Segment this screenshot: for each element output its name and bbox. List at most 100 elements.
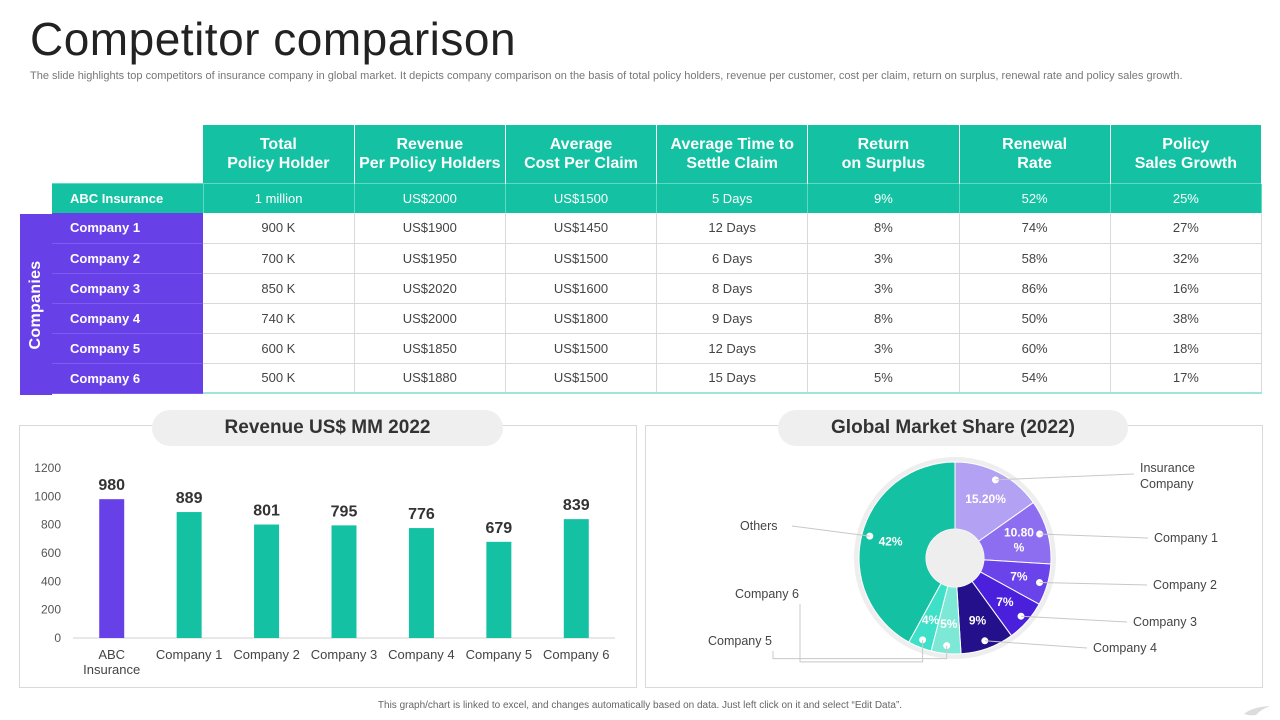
table-cell: 74% xyxy=(959,213,1111,244)
header-line: Rate xyxy=(1017,154,1052,172)
table-cell: US$1500 xyxy=(505,243,658,274)
table-cell: 600 K xyxy=(203,333,355,364)
table-cell: 52% xyxy=(959,182,1111,213)
bar xyxy=(331,525,357,638)
y-tick-label: 800 xyxy=(41,518,61,532)
header-revenue-per-policy-holders: Revenue Per Policy Holders xyxy=(354,125,506,183)
x-tick-label: Company 4 xyxy=(388,647,454,662)
table-cell: US$2020 xyxy=(354,273,506,304)
y-tick-label: 0 xyxy=(54,631,61,645)
header-line: Average xyxy=(549,135,613,153)
row-name: Company 4 xyxy=(52,303,203,334)
leader-line xyxy=(1020,615,1128,623)
bar xyxy=(99,499,125,638)
slice-category-label: Company 5 xyxy=(708,634,772,648)
table-cell: 5 Days xyxy=(656,182,809,213)
slice-percent-label: % xyxy=(1014,540,1025,554)
bar-value-label: 801 xyxy=(253,503,280,520)
table-cell: 86% xyxy=(959,273,1111,304)
table-cell: 850 K xyxy=(203,273,355,304)
slice-percent-label: 9% xyxy=(969,614,987,628)
table-cell: US$1500 xyxy=(505,182,658,213)
revenue-chart-title: Revenue US$ MM 2022 xyxy=(152,410,503,446)
x-tick-label: ABC xyxy=(98,647,125,662)
header-average-cost-per-claim: Average Cost Per Claim xyxy=(505,125,658,183)
table-row: Company 3 850 K US$2020 US$1600 8 Days 3… xyxy=(52,273,1263,304)
header-line: Sales Growth xyxy=(1134,154,1237,172)
table-row: Company 5 600 K US$1850 US$1500 12 Days … xyxy=(52,333,1263,364)
row-name: Company 1 xyxy=(52,213,203,244)
donut-center xyxy=(926,529,984,587)
leader-line xyxy=(799,604,924,663)
leader-line xyxy=(772,645,948,660)
x-tick-label: Company 2 xyxy=(233,647,299,662)
x-tick-label: Company 3 xyxy=(311,647,377,662)
table-cell: US$1900 xyxy=(354,213,506,244)
y-tick-label: 200 xyxy=(41,603,61,617)
page-subtitle: The slide highlights top competitors of … xyxy=(30,70,1183,82)
header-line: Renewal xyxy=(1002,135,1068,153)
row-name: Company 2 xyxy=(52,243,203,274)
table-cell: 54% xyxy=(959,363,1111,394)
table-cell: 25% xyxy=(1110,182,1263,213)
y-tick-label: 400 xyxy=(41,574,61,588)
table-cell: 9% xyxy=(807,182,960,213)
header-line: Policy xyxy=(1162,135,1210,153)
comparison-table: Total Policy Holder Revenue Per Policy Hol… xyxy=(52,125,1263,394)
table-cell: 3% xyxy=(807,333,960,364)
table-cell: 12 Days xyxy=(656,213,809,244)
table-cell: US$1450 xyxy=(505,213,658,244)
table-cell: 3% xyxy=(807,273,960,304)
header-return-on-surplus: Return on Surplus xyxy=(807,125,960,183)
header-average-time-to-settle-claim: Average Time to Settle Claim xyxy=(656,125,809,183)
table-cell: US$1950 xyxy=(354,243,506,274)
bar-value-label: 980 xyxy=(98,477,125,494)
bar-value-label: 776 xyxy=(408,506,435,523)
market-share-chart-title: Global Market Share (2022) xyxy=(778,410,1128,446)
row-name: Company 6 xyxy=(52,363,203,394)
table-cell: 27% xyxy=(1110,213,1263,244)
header-line: Settle Claim xyxy=(686,154,778,172)
table-cell: US$1800 xyxy=(505,303,658,334)
leader-line xyxy=(1039,582,1148,586)
header-line: Average Time to xyxy=(670,135,795,153)
table-cell: 9 Days xyxy=(656,303,809,334)
table-cell: US$1600 xyxy=(505,273,658,304)
slice-percent-label: 7% xyxy=(996,595,1014,609)
bar xyxy=(176,512,202,638)
table-cell: 17% xyxy=(1110,363,1263,394)
table-header-row: Total Policy Holder Revenue Per Policy Hol… xyxy=(52,125,1263,183)
table-cell: 38% xyxy=(1110,303,1263,334)
table-cell: 18% xyxy=(1110,333,1263,364)
bar-value-label: 839 xyxy=(563,497,590,514)
x-tick-label: Company 5 xyxy=(466,647,532,662)
table-cell: US$1850 xyxy=(354,333,506,364)
y-tick-label: 600 xyxy=(41,546,61,560)
table-cell: 700 K xyxy=(203,243,355,274)
table-cell: 60% xyxy=(959,333,1111,364)
y-tick-label: 1200 xyxy=(34,461,61,475)
row-name: Company 5 xyxy=(52,333,203,364)
table-cell: US$2000 xyxy=(354,182,506,213)
slice-percent-label: 15.20% xyxy=(965,492,1006,506)
slice-category-label: Company 3 xyxy=(1133,615,1197,629)
slice-category-label: Company 1 xyxy=(1154,531,1218,545)
bar-value-label: 679 xyxy=(486,520,513,537)
slice-category-label: Others xyxy=(740,519,778,533)
table-cell: 1 million xyxy=(203,182,355,213)
table-cell: 6 Days xyxy=(656,243,809,274)
header-line: Cost Per Claim xyxy=(524,154,638,172)
leader-line xyxy=(1039,533,1149,539)
leader-line xyxy=(791,525,870,537)
slice-percent-label: 42% xyxy=(879,534,903,548)
header-line: Return xyxy=(857,135,910,153)
bar-value-label: 795 xyxy=(331,503,358,520)
table-row-abc-insurance: ABC Insurance 1 million US$2000 US$1500 … xyxy=(52,182,1263,213)
row-name: Company 3 xyxy=(52,273,203,304)
table-cell: 8% xyxy=(807,303,960,334)
slice-category-label: Insurance xyxy=(1140,461,1195,475)
table-cell: US$2000 xyxy=(354,303,506,334)
footer-note: This graph/chart is linked to excel, and… xyxy=(377,700,903,711)
slice-percent-label: 5% xyxy=(940,617,958,631)
